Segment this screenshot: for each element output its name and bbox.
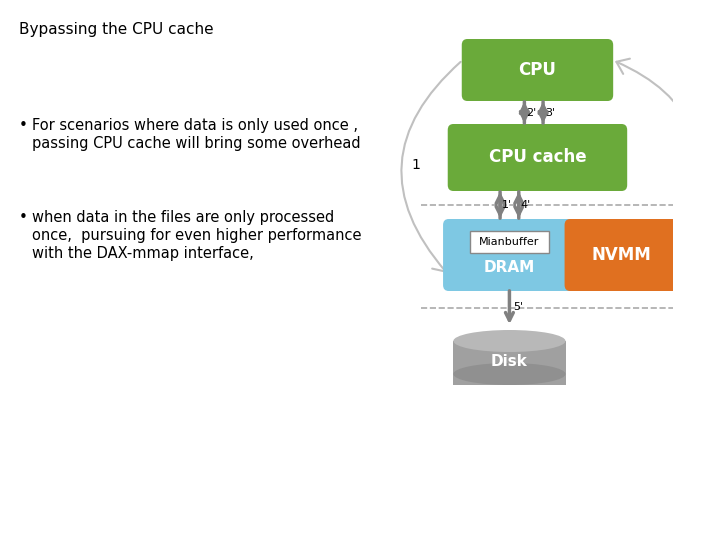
- Text: CPU: CPU: [518, 61, 557, 79]
- Text: 4': 4': [521, 200, 531, 210]
- FancyArrowPatch shape: [616, 59, 698, 232]
- Text: Disk: Disk: [491, 354, 528, 369]
- Text: 3': 3': [545, 107, 555, 118]
- Bar: [469, 231, 549, 253]
- FancyBboxPatch shape: [443, 219, 576, 291]
- FancyBboxPatch shape: [564, 219, 679, 291]
- Bar: [454, 341, 565, 385]
- FancyArrowPatch shape: [401, 62, 461, 272]
- Ellipse shape: [454, 363, 565, 385]
- Ellipse shape: [454, 330, 565, 352]
- Text: Mianbuffer: Mianbuffer: [480, 237, 539, 247]
- Text: For scenarios where data is only used once ,: For scenarios where data is only used on…: [32, 118, 358, 133]
- Text: •: •: [19, 210, 27, 225]
- Text: •: •: [19, 118, 27, 133]
- Text: NVMM: NVMM: [592, 246, 652, 264]
- Text: when data in the files are only processed: when data in the files are only processe…: [32, 210, 334, 225]
- Text: 1: 1: [412, 158, 420, 172]
- Text: CPU cache: CPU cache: [489, 148, 586, 166]
- Text: 2': 2': [526, 107, 536, 118]
- Text: with the DAX-mmap interface,: with the DAX-mmap interface,: [32, 246, 253, 261]
- FancyBboxPatch shape: [462, 39, 613, 101]
- Text: passing CPU cache will bring some overhead: passing CPU cache will bring some overhe…: [32, 136, 361, 151]
- FancyBboxPatch shape: [448, 124, 627, 191]
- Text: Bypassing the CPU cache: Bypassing the CPU cache: [19, 22, 213, 37]
- Text: DRAM: DRAM: [484, 260, 535, 275]
- Text: 5': 5': [513, 302, 523, 313]
- Text: 1': 1': [502, 200, 512, 210]
- Text: once,  pursuing for even higher performance: once, pursuing for even higher performan…: [32, 228, 361, 243]
